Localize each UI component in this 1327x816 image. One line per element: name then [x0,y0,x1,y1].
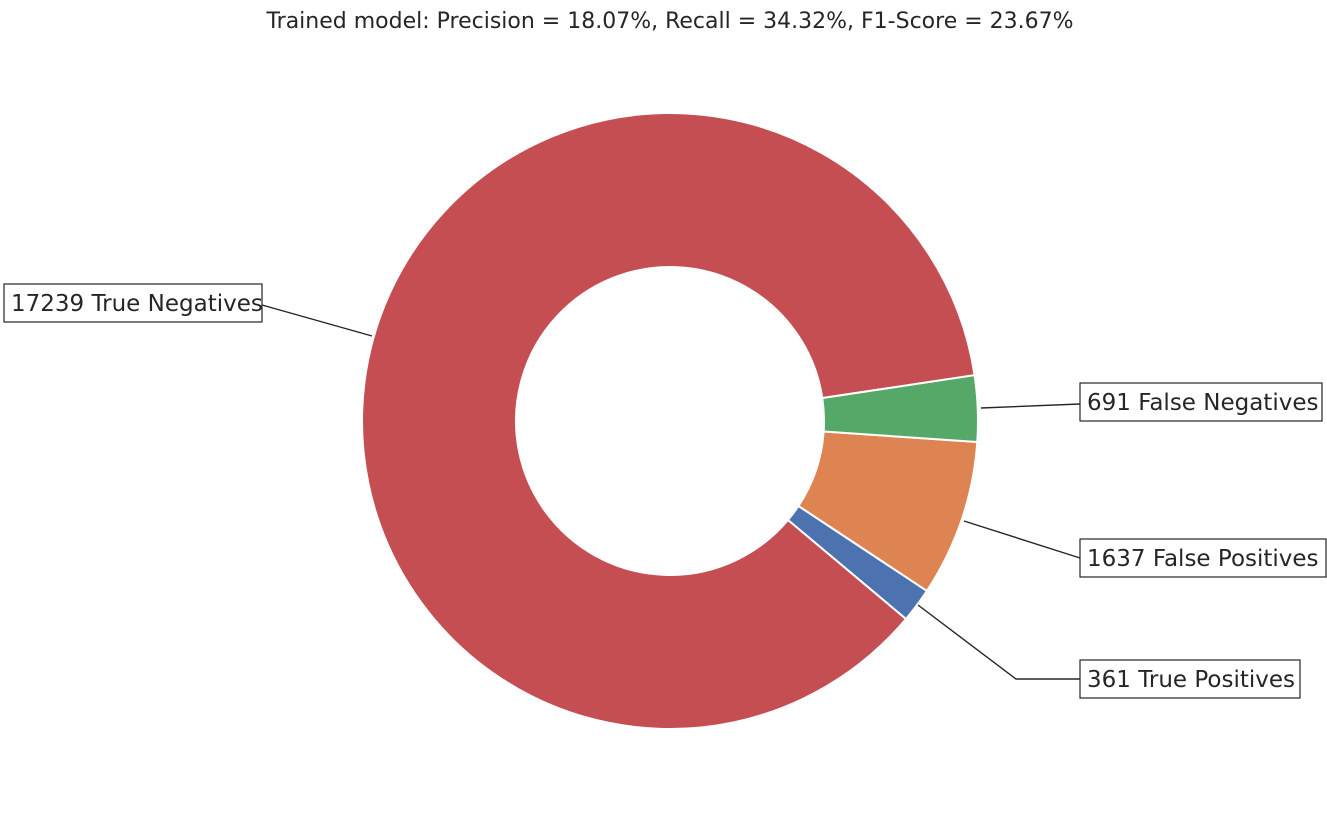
slice-labels: 361 True Positives 1637 False Positives 69… [3,283,1327,699]
leader-lines [261,304,1081,680]
donut-slices [361,112,979,730]
label-box-fn [1079,382,1323,422]
leader-line-tp [917,604,1080,680]
label-box-tn [3,283,263,323]
label-text-fn: 691 False Negatives [1087,390,1318,416]
slice-tn [361,112,976,730]
label-text-tn: 17239 True Negatives [11,291,263,317]
label-text-tp: 361 True Positives [1087,667,1295,693]
leader-line-fn [980,403,1081,409]
label-box-tp [1079,659,1301,699]
leader-line-fp [963,520,1081,559]
label-text-fp: 1637 False Positives [1087,546,1319,572]
label-box-fp [1079,538,1327,578]
leader-line-tn [261,304,373,337]
chart-title: Trained model: Precision = 18.07%, Recal… [265,9,1073,34]
